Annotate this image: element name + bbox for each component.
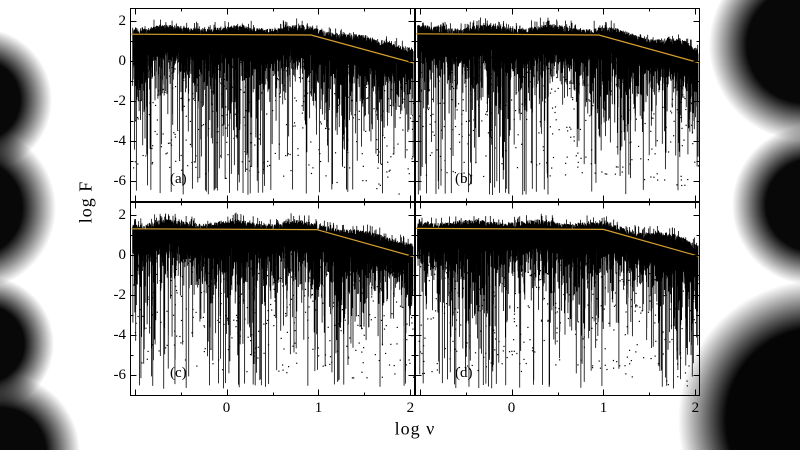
y-tick-label: 2 (118, 207, 127, 223)
x-tick-label: 0 (507, 400, 516, 416)
y-tick-label: 0 (118, 247, 127, 263)
panel-c: (c) (130, 202, 415, 396)
panel-c-label: (c) (170, 365, 187, 381)
y-tick-label: -4 (113, 133, 127, 149)
y-tick-label: -4 (113, 327, 127, 343)
panel-a-label: (a) (170, 171, 187, 187)
y-tick-label: -2 (113, 93, 127, 109)
panel-d-label: (d) (455, 365, 473, 381)
panel-d: (d) (415, 202, 700, 396)
y-tick-label: 0 (118, 53, 127, 69)
x-tick-label: 1 (599, 400, 608, 416)
y-tick-label: -6 (113, 367, 127, 383)
x-tick-label: 0 (222, 400, 231, 416)
y-tick-label: -2 (113, 287, 127, 303)
x-tick-label: 2 (406, 400, 415, 416)
x-tick-label: 2 (691, 400, 700, 416)
panel-b-label: (b) (455, 171, 473, 187)
panel-a: (a) (130, 8, 415, 202)
panel-b: (b) (415, 8, 700, 202)
y-tick-label: -6 (113, 173, 127, 189)
x-tick-label: 1 (314, 400, 323, 416)
x-axis-label: log ν (394, 418, 436, 439)
y-tick-label: 2 (118, 13, 127, 29)
